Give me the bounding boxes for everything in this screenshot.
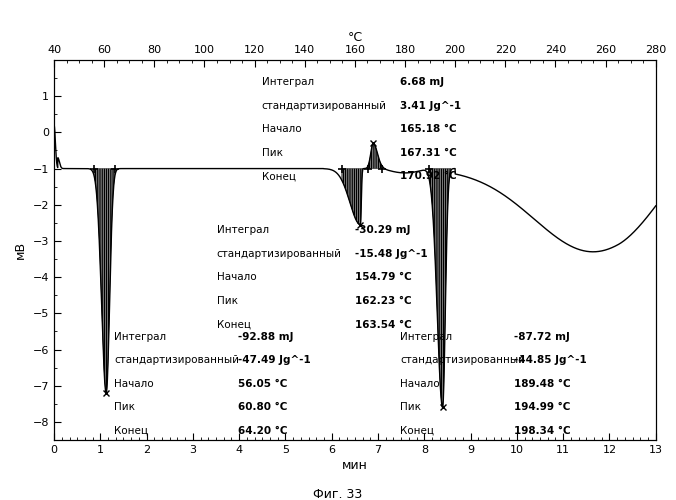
Text: Пик: Пик	[262, 148, 283, 158]
Text: 167.31 °C: 167.31 °C	[400, 148, 457, 158]
Text: -92.88 mJ: -92.88 mJ	[237, 332, 293, 342]
Text: -87.72 mJ: -87.72 mJ	[514, 332, 571, 342]
Text: Конец: Конец	[262, 172, 295, 181]
Text: 154.79 °C: 154.79 °C	[355, 272, 412, 282]
X-axis label: °C: °C	[347, 31, 362, 44]
Text: Начало: Начало	[400, 379, 439, 389]
Text: Интеграл: Интеграл	[400, 332, 452, 342]
Text: 170.92 °C: 170.92 °C	[400, 172, 457, 181]
Text: Интеграл: Интеграл	[114, 332, 166, 342]
Text: 194.99 °C: 194.99 °C	[514, 402, 571, 412]
Text: Интеграл: Интеграл	[262, 77, 314, 87]
Text: 163.54 °C: 163.54 °C	[355, 320, 412, 330]
Text: Пик: Пик	[114, 402, 135, 412]
Y-axis label: мВ: мВ	[14, 241, 27, 259]
Text: Конец: Конец	[216, 320, 251, 330]
Text: Конец: Конец	[400, 426, 434, 436]
Text: Фиг. 33: Фиг. 33	[314, 488, 362, 500]
Text: Пик: Пик	[216, 296, 237, 306]
Text: стандартизированный: стандартизированный	[262, 100, 387, 110]
Text: 165.18 °C: 165.18 °C	[400, 124, 457, 134]
Text: 3.41 Jg^-1: 3.41 Jg^-1	[400, 100, 461, 110]
Text: 60.80 °C: 60.80 °C	[237, 402, 287, 412]
Text: -15.48 Jg^-1: -15.48 Jg^-1	[355, 249, 427, 259]
Text: 64.20 °C: 64.20 °C	[237, 426, 287, 436]
Text: -47.49 Jg^-1: -47.49 Jg^-1	[237, 356, 310, 366]
Text: Начало: Начало	[216, 272, 256, 282]
Text: Конец: Конец	[114, 426, 148, 436]
Text: 198.34 °C: 198.34 °C	[514, 426, 571, 436]
Text: стандартизированный: стандартизированный	[216, 249, 341, 259]
Text: 189.48 °C: 189.48 °C	[514, 379, 571, 389]
Text: -30.29 mJ: -30.29 mJ	[355, 226, 410, 235]
Text: Начало: Начало	[262, 124, 301, 134]
Text: 162.23 °C: 162.23 °C	[355, 296, 412, 306]
Text: Начало: Начало	[114, 379, 154, 389]
Text: стандартизированный: стандартизированный	[114, 356, 239, 366]
Text: -44.85 Jg^-1: -44.85 Jg^-1	[514, 356, 587, 366]
Text: 6.68 mJ: 6.68 mJ	[400, 77, 444, 87]
X-axis label: мин: мин	[342, 459, 368, 472]
Text: Пик: Пик	[400, 402, 421, 412]
Text: Интеграл: Интеграл	[216, 226, 268, 235]
Text: 56.05 °C: 56.05 °C	[237, 379, 287, 389]
Text: стандартизированный: стандартизированный	[400, 356, 525, 366]
